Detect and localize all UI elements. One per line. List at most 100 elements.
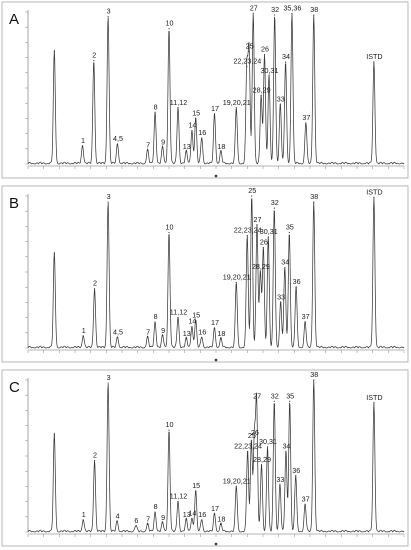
peak-label: 11,12 xyxy=(170,98,187,107)
peak-apex xyxy=(82,519,84,521)
peak-apex xyxy=(162,335,164,337)
peak-label: 26 xyxy=(251,428,259,437)
peak-apex xyxy=(295,286,297,288)
peak-apex xyxy=(235,107,237,109)
peak-label: 34 xyxy=(282,52,290,61)
peak-label: 3 xyxy=(107,192,111,201)
peak-apex xyxy=(162,146,164,148)
peak-apex xyxy=(273,207,275,209)
peak-label: 18 xyxy=(217,142,225,151)
peak-apex xyxy=(191,129,193,132)
peak-label: 19,20,21 xyxy=(223,273,251,282)
peak-apex xyxy=(53,434,55,436)
peak-label: 8 xyxy=(154,502,158,511)
peak-label: 27 xyxy=(250,4,258,13)
peak-label: 6 xyxy=(134,516,138,525)
peak-apex xyxy=(256,224,258,226)
peak-apex xyxy=(191,326,193,328)
peak-apex xyxy=(246,450,249,453)
peak-apex xyxy=(146,149,149,151)
peak-label: 13 xyxy=(183,142,191,151)
peak-label: 22,23,24 xyxy=(234,226,262,235)
panel-c-letter: C xyxy=(9,379,20,396)
peak-apex xyxy=(53,50,55,53)
peak-label: ISTD xyxy=(366,52,382,61)
peak-label: 35,36 xyxy=(283,4,301,13)
peak-apex xyxy=(274,14,276,16)
peak-label: 28,29 xyxy=(253,455,271,464)
peak-label: 10 xyxy=(166,222,174,231)
peak-label: 4,5 xyxy=(113,134,123,143)
peak-label: 33 xyxy=(277,292,285,301)
peak-apex xyxy=(168,231,170,234)
peak-apex xyxy=(266,446,269,448)
peak-label: 28,29 xyxy=(253,86,271,95)
peak-label: 35 xyxy=(286,222,294,231)
peak-apex xyxy=(313,379,315,381)
peak-label: 7 xyxy=(146,140,150,149)
peak-apex xyxy=(168,429,170,431)
peak-apex xyxy=(185,151,187,153)
peak-apex xyxy=(262,247,264,249)
peak-apex xyxy=(289,400,291,402)
peak-apex xyxy=(260,95,262,97)
peak-label: 38 xyxy=(310,192,318,201)
peak-label: 25 xyxy=(246,42,254,51)
peak-label: 1 xyxy=(82,510,86,519)
peak-label: 38 xyxy=(310,370,318,379)
peak-apex xyxy=(201,137,203,139)
peak-apex xyxy=(251,195,253,197)
peak-label: 9 xyxy=(161,513,165,522)
peak-label: 1 xyxy=(81,136,85,145)
peak-apex xyxy=(260,464,263,466)
peak-label: 26 xyxy=(261,45,269,54)
peak-apex xyxy=(162,522,164,524)
peak-label: 11,12 xyxy=(170,492,187,501)
peak-apex xyxy=(246,66,248,68)
peak-apex xyxy=(213,327,216,329)
peak-label: 28,29 xyxy=(252,262,270,271)
peak-label: 10 xyxy=(166,19,174,28)
peak-label: ISTD xyxy=(366,393,382,402)
peak-apex xyxy=(291,12,293,15)
peak-label: 34 xyxy=(282,441,290,450)
peak-apex xyxy=(279,104,281,106)
peak-apex xyxy=(263,53,266,56)
peak-label: 38 xyxy=(310,5,318,14)
peak-label: 9 xyxy=(161,137,165,146)
peak-label: 16 xyxy=(198,128,206,137)
peak-apex xyxy=(253,437,255,439)
run-marker xyxy=(214,174,218,178)
peak-label: 22,23,24 xyxy=(234,441,262,450)
peak-label: 37 xyxy=(302,495,310,504)
peak-apex xyxy=(93,288,96,290)
peak-apex xyxy=(195,490,197,492)
chromatogram-trace xyxy=(27,379,405,533)
peak-apex xyxy=(252,12,254,15)
peak-apex xyxy=(373,402,375,404)
peak-label: 7 xyxy=(146,327,150,336)
peak-apex xyxy=(220,338,222,340)
peak-apex xyxy=(220,523,222,526)
peak-label: 17 xyxy=(211,318,219,327)
peak-apex xyxy=(93,459,96,462)
peak-label: 32 xyxy=(271,391,279,400)
peak-apex xyxy=(116,143,119,145)
peak-label: 30,31 xyxy=(260,227,278,236)
chromatogram-trace xyxy=(27,196,405,349)
peak-apex xyxy=(279,484,281,486)
peak-label: 25 xyxy=(248,186,256,195)
peak-label: 34 xyxy=(281,257,289,266)
peak-apex xyxy=(304,504,306,506)
peak-apex xyxy=(280,301,282,303)
peak-label: 11,12 xyxy=(170,308,187,317)
peak-label: 4,5 xyxy=(113,327,123,336)
panel-a-frame xyxy=(1,1,409,179)
peak-apex xyxy=(304,321,306,323)
peak-label: 15 xyxy=(192,108,200,117)
peak-label: 14 xyxy=(188,508,196,517)
